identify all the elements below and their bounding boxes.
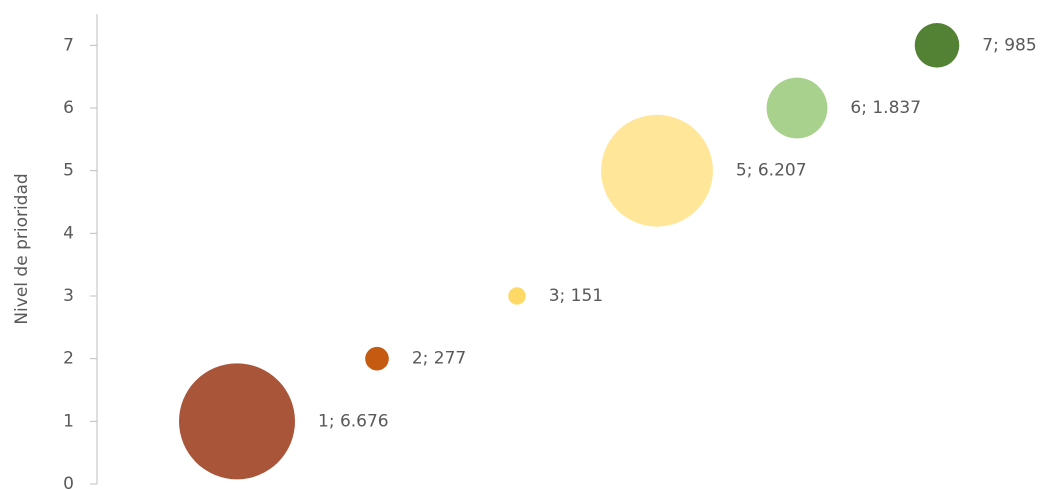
bubble: [508, 287, 526, 305]
y-tick-label: 7: [63, 35, 74, 55]
bubble: [914, 23, 960, 68]
y-axis-label: Nivel de prioridad: [12, 173, 32, 324]
y-tick-label: 5: [63, 161, 74, 181]
bubble: [601, 114, 713, 227]
y-tick-label: 2: [63, 349, 74, 369]
y-tick-label: 3: [63, 286, 74, 306]
y-tick-label: 0: [63, 474, 74, 490]
y-tick-label: 6: [63, 98, 74, 118]
y-tick-label: 1: [63, 411, 74, 431]
data-label: 5; 6.207: [736, 161, 807, 181]
bubble: [766, 77, 828, 139]
data-label: 3; 151: [549, 286, 603, 306]
y-tick-label: 4: [63, 223, 74, 243]
bubble: [179, 363, 295, 480]
data-label: 2; 277: [412, 349, 466, 369]
data-label: 6; 1.837: [850, 98, 921, 118]
data-label: 7; 985: [982, 35, 1036, 55]
bubble: [365, 346, 389, 371]
data-label: 1; 6.676: [318, 411, 389, 431]
